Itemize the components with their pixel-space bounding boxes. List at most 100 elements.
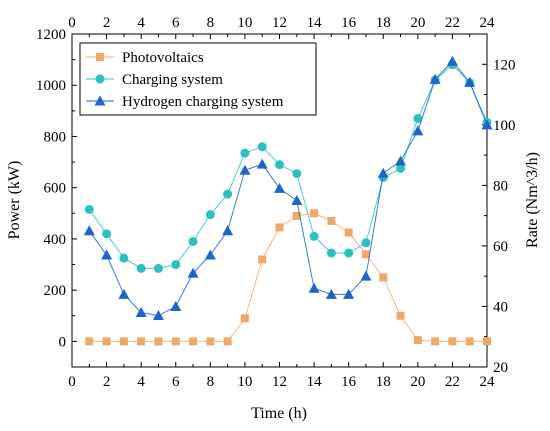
- data-point: [446, 55, 458, 66]
- x-tick-label: 20: [410, 374, 425, 390]
- y2-tick-label: 80: [493, 178, 508, 194]
- y2-tick-label: 120: [493, 57, 516, 73]
- x-tick-label: 14: [307, 374, 323, 390]
- y2-tick-label: 60: [493, 239, 508, 255]
- x-top-tick-label: 0: [68, 15, 76, 31]
- data-point: [240, 148, 250, 158]
- data-point: [275, 160, 284, 170]
- data-point: [396, 311, 405, 320]
- x-tick-label: 16: [341, 374, 357, 390]
- data-point: [343, 288, 355, 299]
- x-top-tick-label: 16: [341, 15, 357, 31]
- data-point: [361, 250, 370, 259]
- x-top-tick-label: 12: [272, 15, 287, 31]
- data-point: [256, 158, 268, 169]
- x-top-tick-label: 20: [410, 15, 425, 31]
- data-point: [379, 273, 388, 282]
- data-point: [396, 163, 406, 173]
- legend-marker: [94, 95, 106, 106]
- data-point: [135, 307, 147, 318]
- data-point: [222, 225, 234, 236]
- data-point: [153, 263, 163, 273]
- data-point: [465, 337, 474, 346]
- data-point: [101, 249, 113, 260]
- data-point: [188, 236, 198, 246]
- data-point: [154, 337, 163, 346]
- x-tick-label: 4: [137, 374, 145, 390]
- x-top-tick-label: 14: [307, 15, 323, 31]
- data-point: [483, 337, 491, 346]
- data-point: [275, 223, 284, 232]
- data-point: [413, 114, 423, 124]
- data-point: [310, 209, 319, 218]
- x-tick-label: 2: [103, 374, 111, 390]
- y-tick-label: 600: [44, 181, 67, 197]
- x-top-tick-label: 18: [376, 15, 391, 31]
- data-point: [187, 267, 199, 278]
- data-point: [257, 142, 267, 152]
- x-top-tick-label: 6: [172, 15, 180, 31]
- data-point: [429, 73, 441, 84]
- data-point: [327, 216, 336, 225]
- x-top-tick-label: 2: [103, 15, 111, 31]
- y-tick-label: 0: [59, 334, 67, 350]
- legend-label: Charging system: [122, 72, 223, 88]
- x-tick-label: 8: [207, 374, 215, 390]
- legend-label: Photovoltaics: [122, 50, 204, 66]
- y-tick-label: 1000: [36, 78, 66, 94]
- data-point: [83, 225, 95, 236]
- x-top-tick-label: 4: [137, 15, 145, 31]
- data-point: [292, 169, 302, 179]
- data-point: [325, 288, 337, 299]
- x-axis-title: Time (h): [251, 405, 307, 422]
- data-point: [344, 228, 353, 237]
- data-point: [223, 337, 232, 346]
- data-point: [118, 288, 130, 299]
- data-point: [361, 238, 371, 248]
- y2-tick-label: 40: [493, 299, 508, 315]
- y-tick-label: 800: [44, 129, 67, 145]
- x-top-tick-label: 24: [480, 15, 496, 31]
- data-point: [240, 314, 249, 323]
- y2-tick-label: 100: [493, 118, 516, 134]
- x-tick-label: 0: [68, 374, 76, 390]
- data-point: [309, 231, 319, 241]
- data-point: [206, 337, 215, 346]
- data-point: [292, 211, 301, 220]
- data-point: [171, 337, 180, 346]
- series-2: [84, 60, 492, 273]
- data-point: [431, 337, 440, 346]
- data-point: [412, 125, 424, 136]
- data-point: [274, 182, 285, 193]
- x-tick-label: 12: [272, 374, 287, 390]
- data-point: [205, 210, 215, 220]
- x-tick-label: 22: [445, 374, 460, 390]
- y-tick-label: 200: [44, 283, 67, 299]
- data-point: [481, 119, 493, 130]
- data-point: [85, 337, 94, 346]
- data-point: [377, 167, 389, 178]
- data-point: [189, 337, 198, 346]
- data-point: [119, 337, 128, 346]
- data-point: [448, 337, 457, 346]
- data-point: [291, 195, 303, 205]
- legend-box: [79, 42, 317, 116]
- series-1: [85, 209, 491, 346]
- y2-axis-title: Rate (Nm^3/h): [524, 152, 541, 248]
- data-point: [136, 263, 146, 273]
- x-top-tick-label: 10: [237, 15, 252, 31]
- data-point: [326, 248, 336, 258]
- y2-tick-label: 20: [493, 360, 508, 376]
- x-tick-label: 24: [480, 374, 496, 390]
- x-tick-label: 6: [172, 374, 180, 390]
- series-3: [83, 55, 493, 321]
- data-point: [204, 249, 216, 260]
- data-point: [464, 76, 476, 87]
- x-tick-label: 10: [237, 374, 252, 390]
- data-point: [170, 300, 182, 311]
- x-top-tick-label: 8: [207, 15, 215, 31]
- legend-label: Hydrogen charging system: [122, 94, 284, 110]
- data-point: [223, 189, 233, 199]
